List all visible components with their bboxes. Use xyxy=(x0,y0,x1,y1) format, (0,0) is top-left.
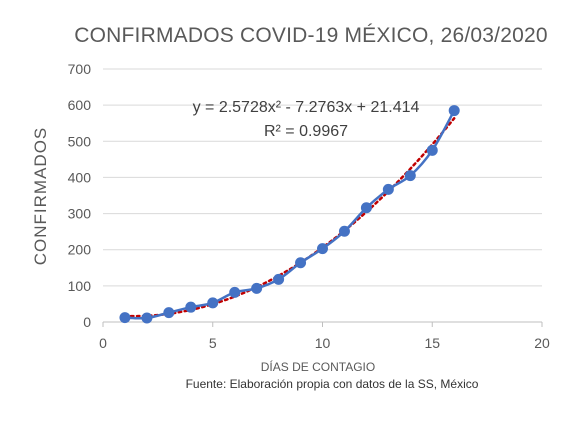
data-series xyxy=(119,105,460,324)
y-tick-label-0: 0 xyxy=(83,314,91,330)
data-point-8 xyxy=(273,273,285,285)
data-point-13 xyxy=(382,183,394,195)
y-tick-label-500: 500 xyxy=(68,133,92,149)
data-point-14 xyxy=(404,170,416,182)
y-axis-title: CONFIRMADOS xyxy=(31,127,50,266)
data-point-3 xyxy=(163,307,175,319)
y-tick-label-400: 400 xyxy=(68,169,92,185)
chart-title: CONFIRMADOS COVID-19 MÉXICO, 26/03/2020 xyxy=(74,24,547,47)
data-point-12 xyxy=(360,202,372,214)
trendline-path xyxy=(123,117,456,318)
y-tick-label-100: 100 xyxy=(68,278,92,294)
source-note: Fuente: Elaboración propia con datos de … xyxy=(186,377,479,391)
data-point-1 xyxy=(119,312,131,324)
x-tick-label-10: 10 xyxy=(315,335,331,351)
y-tick-label-200: 200 xyxy=(68,242,92,258)
tick-labels: 0 100 200 300 400 500 600 700 0 5 10 15 20 xyxy=(68,61,550,351)
x-tick-label-20: 20 xyxy=(534,335,550,351)
gridlines xyxy=(103,68,542,287)
data-point-5 xyxy=(207,297,219,309)
axes xyxy=(102,321,543,327)
x-tick-label-5: 5 xyxy=(209,335,217,351)
trendline-equation: y = 2.5728x² - 7.2763x + 21.414 xyxy=(193,99,420,116)
y-tick-label-600: 600 xyxy=(68,97,92,113)
data-point-16 xyxy=(448,105,460,117)
x-tick-label-0: 0 xyxy=(99,335,107,351)
data-point-4 xyxy=(185,301,197,313)
data-point-2 xyxy=(141,312,153,324)
data-point-10 xyxy=(317,243,328,255)
data-point-11 xyxy=(338,225,350,237)
x-tick-label-15: 15 xyxy=(424,335,440,351)
data-point-6 xyxy=(229,286,241,298)
r-squared-label: R² = 0.9967 xyxy=(264,123,348,140)
series-line xyxy=(124,109,456,320)
x-axis-title: DÍAS DE CONTAGIO xyxy=(261,359,375,374)
y-tick-label-700: 700 xyxy=(68,61,92,77)
data-point-7 xyxy=(251,282,263,294)
data-point-15 xyxy=(426,144,438,156)
data-point-9 xyxy=(295,257,307,269)
trendline xyxy=(123,117,456,318)
y-tick-label-300: 300 xyxy=(68,206,92,222)
